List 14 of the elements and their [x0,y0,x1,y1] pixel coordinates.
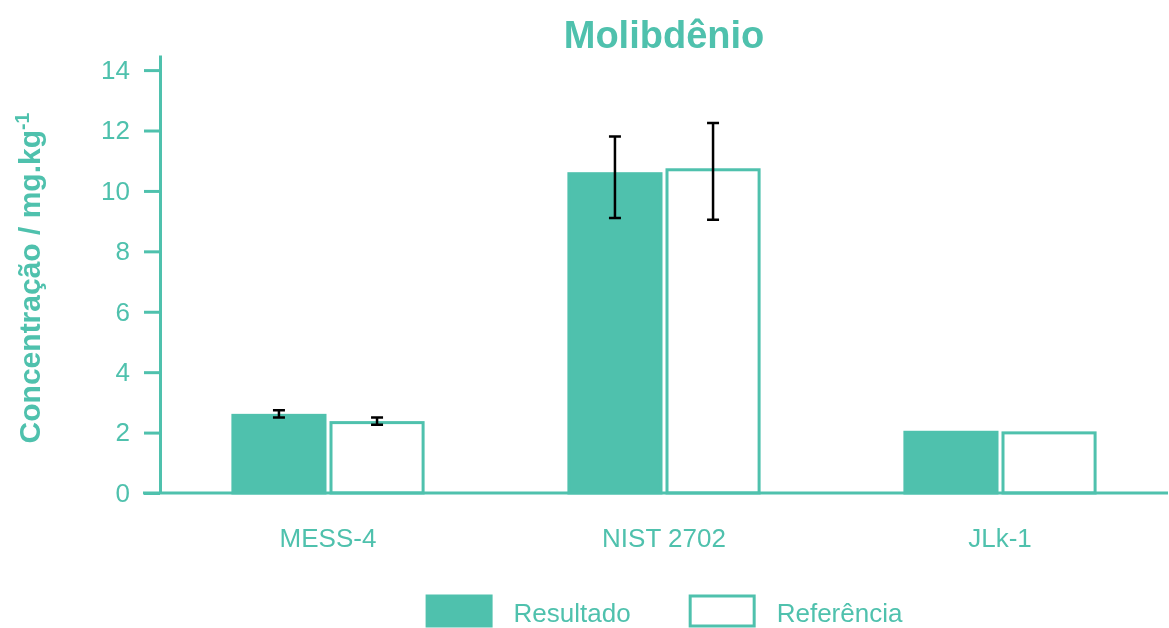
x-tick-label: MESS-4 [279,523,377,554]
y-tick-label: 0 [115,477,130,508]
y-tick-label: 2 [115,417,130,448]
y-tick-label: 6 [115,296,130,327]
y-tick-label: 12 [101,115,130,146]
y-tick-label: 10 [101,175,130,206]
y-tick-label: 8 [115,236,130,267]
chart-title: Molibdênio [563,14,765,56]
legend-label: Resultado [513,598,631,628]
y-tick-label: 4 [115,356,130,387]
x-tick-label: NIST 2702 [602,523,726,554]
x-tick-label: JLk-1 [968,523,1032,554]
y-tick-label: 14 [101,54,130,85]
legend-label: Referência [776,598,903,628]
